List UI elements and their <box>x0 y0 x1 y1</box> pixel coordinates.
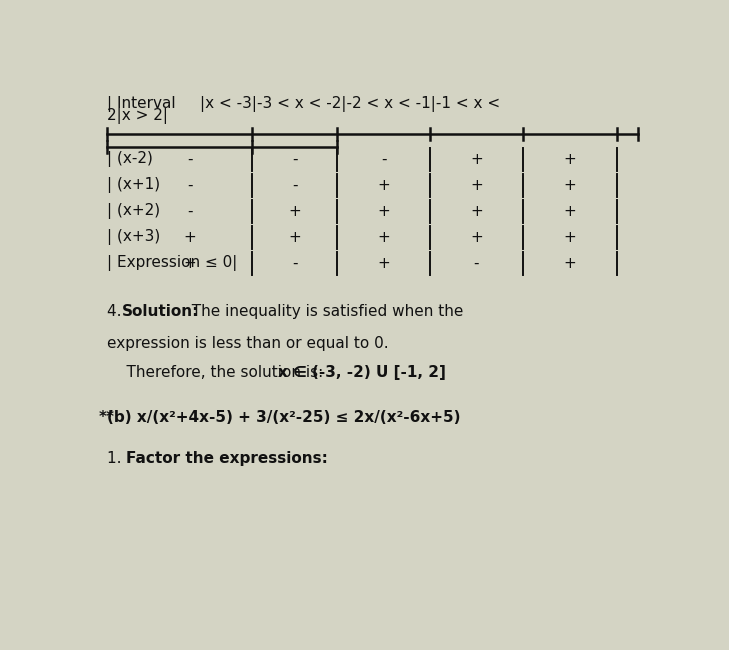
Text: | (x+1): | (x+1) <box>107 177 160 193</box>
Text: +: + <box>564 255 577 270</box>
Text: 1.: 1. <box>107 451 131 466</box>
Text: The inequality is satisfied when the: The inequality is satisfied when the <box>182 304 464 319</box>
Text: +: + <box>564 177 577 192</box>
Text: Solution:: Solution: <box>122 304 199 319</box>
Text: +: + <box>564 229 577 244</box>
Text: +: + <box>470 203 483 218</box>
Text: +: + <box>184 229 196 244</box>
Text: 4.: 4. <box>107 304 126 319</box>
Text: (b) x/(x²+4x-5) + 3/(x²-25) ≤ 2x/(x²-6x+5): (b) x/(x²+4x-5) + 3/(x²-25) ≤ 2x/(x²-6x+… <box>107 410 461 425</box>
Text: | Expression ≤ 0|: | Expression ≤ 0| <box>107 255 238 271</box>
Text: Therefore, the solution is:: Therefore, the solution is: <box>107 365 328 380</box>
Text: +: + <box>470 229 483 244</box>
Text: | Interval     |x < -3|-3 < x < -2|-2 < x < -1|-1 < x <: | Interval |x < -3|-3 < x < -2|-2 < x < … <box>107 96 500 112</box>
Text: Factor the expressions:: Factor the expressions: <box>125 451 327 466</box>
Text: | (x+2): | (x+2) <box>107 203 160 219</box>
Text: -: - <box>381 151 386 166</box>
Text: 2|x > 2|: 2|x > 2| <box>107 108 168 124</box>
Text: -: - <box>292 255 297 270</box>
Text: +: + <box>378 177 390 192</box>
Text: -: - <box>187 151 192 166</box>
Text: +: + <box>378 255 390 270</box>
Text: +: + <box>184 255 196 270</box>
Text: x ∈ (-3, -2) U [-1, 2]: x ∈ (-3, -2) U [-1, 2] <box>278 365 446 380</box>
Text: -: - <box>187 177 192 192</box>
Text: -: - <box>187 203 192 218</box>
Text: -: - <box>292 151 297 166</box>
Text: +: + <box>288 229 301 244</box>
Text: **: ** <box>98 410 114 425</box>
Text: -: - <box>474 255 479 270</box>
Text: +: + <box>564 203 577 218</box>
Text: | (x+3): | (x+3) <box>107 229 160 245</box>
Text: +: + <box>470 177 483 192</box>
Text: expression is less than or equal to 0.: expression is less than or equal to 0. <box>107 336 389 351</box>
Text: +: + <box>378 229 390 244</box>
Text: | (x-2): | (x-2) <box>107 151 153 167</box>
Text: +: + <box>470 151 483 166</box>
Text: +: + <box>378 203 390 218</box>
Text: -: - <box>292 177 297 192</box>
Text: +: + <box>564 151 577 166</box>
Text: +: + <box>288 203 301 218</box>
